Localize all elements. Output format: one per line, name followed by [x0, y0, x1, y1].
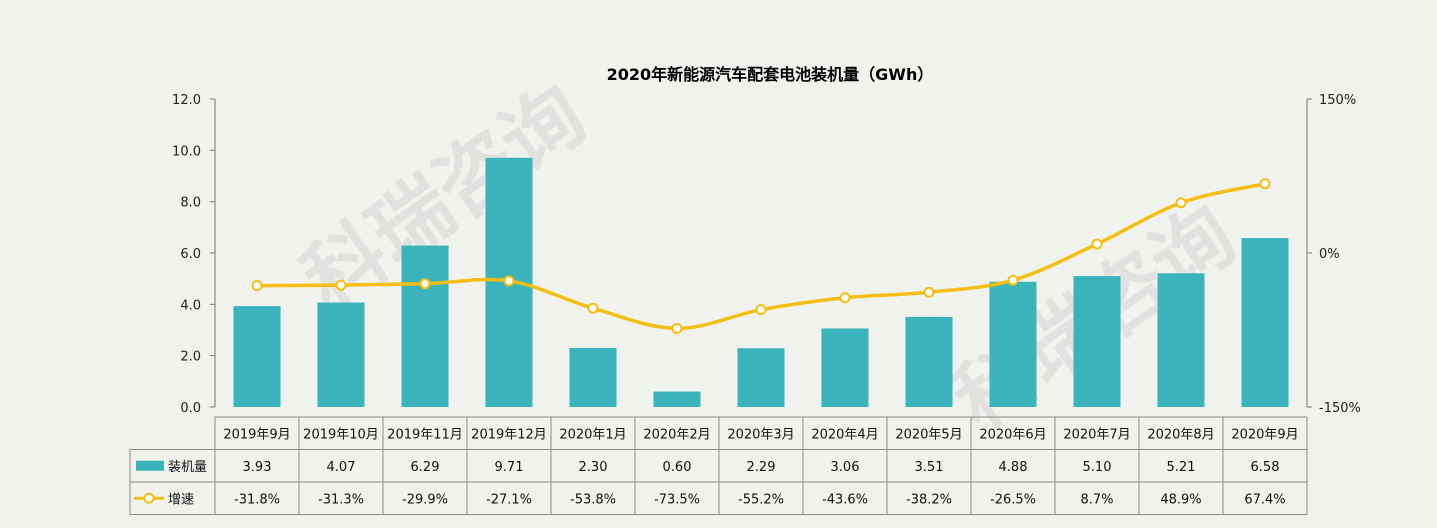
- x-tick-label: 2019年11月: [387, 427, 463, 442]
- chart-title: 2020年新能源汽车配套电池装机量（GWh）: [607, 65, 934, 84]
- data-label: -73.5%: [654, 492, 700, 507]
- legend-label: 增速: [168, 492, 194, 507]
- x-tick-label: 2020年6月: [979, 427, 1046, 442]
- line-point: [419, 278, 431, 290]
- data-label: 5.21: [1167, 460, 1196, 475]
- line-point: [671, 322, 683, 334]
- line-point: [1007, 274, 1019, 286]
- bar: [569, 347, 617, 407]
- data-label: 4.07: [327, 460, 356, 475]
- x-tick-label: 2020年5月: [895, 427, 962, 442]
- data-label: -53.8%: [570, 492, 616, 507]
- bar: [233, 306, 281, 407]
- x-tick-label: 2019年9月: [223, 427, 290, 442]
- y-left-tick-label: 2.0: [180, 350, 201, 365]
- line-point: [923, 286, 935, 298]
- line-point: [1091, 238, 1103, 250]
- x-tick-label: 2020年1月: [559, 427, 626, 442]
- bar: [989, 281, 1037, 407]
- bar: [653, 391, 701, 407]
- axes: 0.0 2.0 4.0 6.0 8.0 10.0 12.0 -150% 0% 150%: [172, 93, 1361, 416]
- y-right-tick-label: 150%: [1319, 93, 1356, 108]
- data-label: 2.29: [747, 460, 776, 475]
- data-table: 2019年9月 2019年10月 2019年11月 2019年12月 2020年1月 20…: [129, 416, 1308, 515]
- line-point: [839, 292, 851, 304]
- y-left-tick-label: 10.0: [172, 144, 201, 159]
- line-point: [335, 279, 347, 291]
- y-left-tick-label: 4.0: [180, 298, 201, 313]
- legend-swatch-bar: [136, 460, 164, 471]
- data-label: 0.60: [663, 460, 692, 475]
- data-label: 5.10: [1083, 460, 1112, 475]
- line-point: [503, 275, 515, 287]
- data-label: -26.5%: [990, 492, 1036, 507]
- x-tick-label: 2019年10月: [303, 427, 379, 442]
- line-point: [1259, 178, 1271, 190]
- x-tick-label: 2020年2月: [643, 427, 710, 442]
- legend-label: 装机量: [168, 460, 207, 475]
- data-label: -43.6%: [822, 492, 868, 507]
- y-right-tick-label: 0%: [1319, 247, 1340, 262]
- x-tick-label: 2020年4月: [811, 427, 878, 442]
- data-label: -31.3%: [318, 492, 364, 507]
- x-tick-label: 2020年7月: [1063, 427, 1130, 442]
- line-point: [587, 302, 599, 314]
- y-left-tick-label: 6.0: [180, 247, 201, 262]
- data-label: 3.51: [915, 460, 944, 475]
- bar: [401, 245, 449, 407]
- line-series: [251, 178, 1271, 334]
- bar: [1073, 276, 1121, 407]
- bar: [317, 302, 365, 407]
- y-left-tick-label: 0.0: [180, 401, 201, 416]
- data-label: 6.58: [1251, 460, 1280, 475]
- data-label: 3.06: [831, 460, 860, 475]
- data-label: -29.9%: [402, 492, 448, 507]
- data-label: -38.2%: [906, 492, 952, 507]
- data-label: 9.71: [495, 460, 524, 475]
- line-point: [755, 304, 767, 316]
- y-left-tick-label: 12.0: [172, 93, 201, 108]
- data-label: -31.8%: [234, 492, 280, 507]
- x-tick-label: 2020年3月: [727, 427, 794, 442]
- bar: [905, 316, 953, 407]
- data-label: 4.88: [999, 460, 1028, 475]
- y-left-tick-label: 8.0: [180, 196, 201, 211]
- data-label: 3.93: [243, 460, 272, 475]
- y-right-tick-label: -150%: [1319, 401, 1361, 416]
- data-label: -27.1%: [486, 492, 532, 507]
- line-point: [1175, 197, 1187, 209]
- legend-swatch-marker: [143, 492, 155, 504]
- bar: [737, 348, 785, 407]
- data-label: 6.29: [411, 460, 440, 475]
- data-label: 8.7%: [1080, 492, 1113, 507]
- data-label: 2.30: [579, 460, 608, 475]
- x-tick-label: 2019年12月: [471, 427, 547, 442]
- data-label: 48.9%: [1160, 492, 1201, 507]
- bar: [821, 328, 869, 407]
- bar: [1157, 273, 1205, 407]
- x-tick-label: 2020年8月: [1147, 427, 1214, 442]
- x-tick-label: 2020年9月: [1231, 427, 1298, 442]
- data-label: 67.4%: [1244, 492, 1285, 507]
- line-point: [251, 280, 263, 292]
- bar-series: [233, 157, 1289, 407]
- bar: [1241, 238, 1289, 407]
- data-label: -55.2%: [738, 492, 784, 507]
